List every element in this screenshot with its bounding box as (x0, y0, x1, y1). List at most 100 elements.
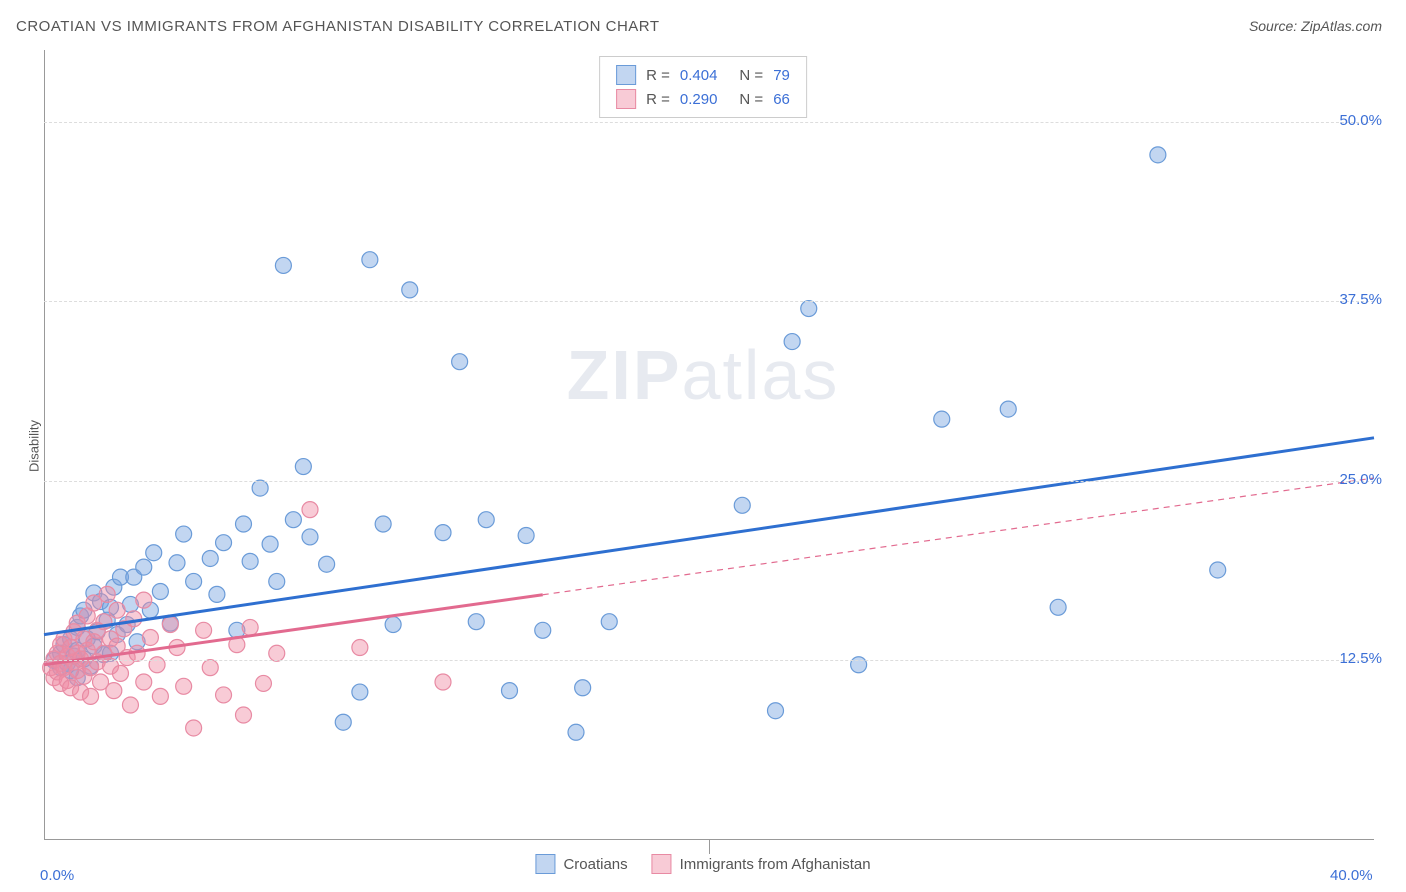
trend-line-dashed (543, 478, 1374, 595)
data-point (502, 683, 518, 699)
legend-row: R = 0.290 N = 66 (616, 87, 790, 111)
data-point (162, 617, 178, 633)
legend-label: Immigrants from Afghanistan (680, 856, 871, 873)
data-point (1210, 562, 1226, 578)
data-point (99, 586, 115, 602)
scatter-svg (44, 50, 1374, 840)
chart-title: CROATIAN VS IMMIGRANTS FROM AFGHANISTAN … (16, 18, 660, 35)
gridline (44, 660, 1374, 661)
legend-bottom: Croatians Immigrants from Afghanistan (535, 854, 870, 874)
data-point (768, 703, 784, 719)
legend-label: Croatians (563, 856, 627, 873)
data-point (801, 301, 817, 317)
x-tick-label: 40.0% (1330, 867, 1373, 884)
data-point (375, 516, 391, 532)
data-point (202, 660, 218, 676)
data-point (106, 683, 122, 699)
x-tick (709, 840, 710, 854)
legend-n-value: 79 (773, 67, 790, 84)
data-point (452, 354, 468, 370)
data-point (83, 688, 99, 704)
data-point (335, 714, 351, 730)
gridline (44, 122, 1374, 123)
data-point (362, 252, 378, 268)
data-point (478, 512, 494, 528)
data-point (146, 545, 162, 561)
data-point (136, 559, 152, 575)
data-point (784, 334, 800, 350)
data-point (1000, 401, 1016, 417)
data-point (302, 529, 318, 545)
legend-swatch (535, 854, 555, 874)
data-point (169, 555, 185, 571)
data-point (122, 697, 138, 713)
data-point (136, 674, 152, 690)
data-point (149, 657, 165, 673)
data-point (601, 614, 617, 630)
data-point (142, 629, 158, 645)
data-point (252, 480, 268, 496)
x-tick-label: 0.0% (40, 867, 74, 884)
data-point (319, 556, 335, 572)
data-point (518, 527, 534, 543)
data-point (435, 674, 451, 690)
legend-n-label: N = (739, 67, 763, 84)
data-point (302, 502, 318, 518)
legend-top: R = 0.404 N = 79 R = 0.290 N = 66 (599, 56, 807, 118)
legend-n-label: N = (739, 91, 763, 108)
data-point (275, 257, 291, 273)
data-point (568, 724, 584, 740)
gridline (44, 301, 1374, 302)
data-point (176, 526, 192, 542)
data-point (209, 586, 225, 602)
trend-line (44, 438, 1374, 635)
legend-swatch (616, 89, 636, 109)
data-point (236, 707, 252, 723)
data-point (295, 459, 311, 475)
data-point (109, 602, 125, 618)
data-point (851, 657, 867, 673)
data-point (112, 665, 128, 681)
data-point (1050, 599, 1066, 615)
data-point (126, 611, 142, 627)
legend-n-value: 66 (773, 91, 790, 108)
data-point (352, 640, 368, 656)
data-point (242, 619, 258, 635)
data-point (262, 536, 278, 552)
legend-r-label: R = (646, 91, 670, 108)
data-point (385, 617, 401, 633)
data-point (196, 622, 212, 638)
data-point (136, 592, 152, 608)
data-point (152, 688, 168, 704)
data-point (1150, 147, 1166, 163)
data-point (402, 282, 418, 298)
data-point (255, 675, 271, 691)
data-point (216, 535, 232, 551)
data-point (535, 622, 551, 638)
data-point (186, 573, 202, 589)
legend-swatch (616, 65, 636, 85)
legend-item: Immigrants from Afghanistan (652, 854, 871, 874)
y-tick-label: 12.5% (1339, 650, 1382, 667)
data-point (216, 687, 232, 703)
data-point (202, 550, 218, 566)
data-point (285, 512, 301, 528)
data-point (242, 553, 258, 569)
data-point (468, 614, 484, 630)
legend-item: Croatians (535, 854, 627, 874)
data-point (934, 411, 950, 427)
data-point (734, 497, 750, 513)
data-point (152, 584, 168, 600)
data-point (269, 645, 285, 661)
source-label: Source: ZipAtlas.com (1249, 18, 1382, 34)
legend-r-value: 0.290 (680, 91, 718, 108)
y-tick-label: 25.0% (1339, 471, 1382, 488)
data-point (435, 525, 451, 541)
data-point (352, 684, 368, 700)
legend-swatch (652, 854, 672, 874)
legend-row: R = 0.404 N = 79 (616, 63, 790, 87)
data-point (575, 680, 591, 696)
data-point (186, 720, 202, 736)
data-point (269, 573, 285, 589)
data-point (176, 678, 192, 694)
